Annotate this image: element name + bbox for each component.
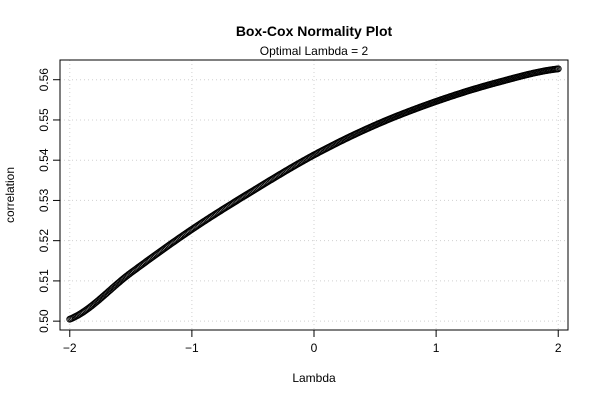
x-tick-label: −2 [63, 341, 77, 355]
x-tick-label: 1 [433, 341, 440, 355]
chart-title: Box-Cox Normality Plot [236, 23, 393, 39]
y-tick-label: 0.55 [37, 108, 51, 132]
y-tick-label: 0.51 [37, 269, 51, 293]
x-tick-label: −1 [185, 341, 199, 355]
y-tick-label: 0.56 [37, 68, 51, 92]
y-tick-label: 0.54 [37, 148, 51, 172]
chart-subtitle: Optimal Lambda = 2 [260, 44, 369, 58]
data-point [554, 65, 562, 73]
x-tick-label: 0 [311, 341, 318, 355]
x-axis: −2 −1 0 1 2 [63, 329, 562, 355]
data-points [66, 65, 562, 323]
x-tick-label: 2 [555, 341, 562, 355]
x-axis-label: Lambda [292, 371, 336, 385]
y-tick-label: 0.53 [37, 188, 51, 212]
grid-lines [60, 60, 568, 330]
y-axis: 0.50 0.51 0.52 0.53 0.54 0.55 0.56 [37, 68, 61, 333]
y-axis-label: correlation [3, 167, 17, 223]
y-tick-label: 0.52 [37, 229, 51, 253]
y-tick-label: 0.50 [37, 309, 51, 333]
